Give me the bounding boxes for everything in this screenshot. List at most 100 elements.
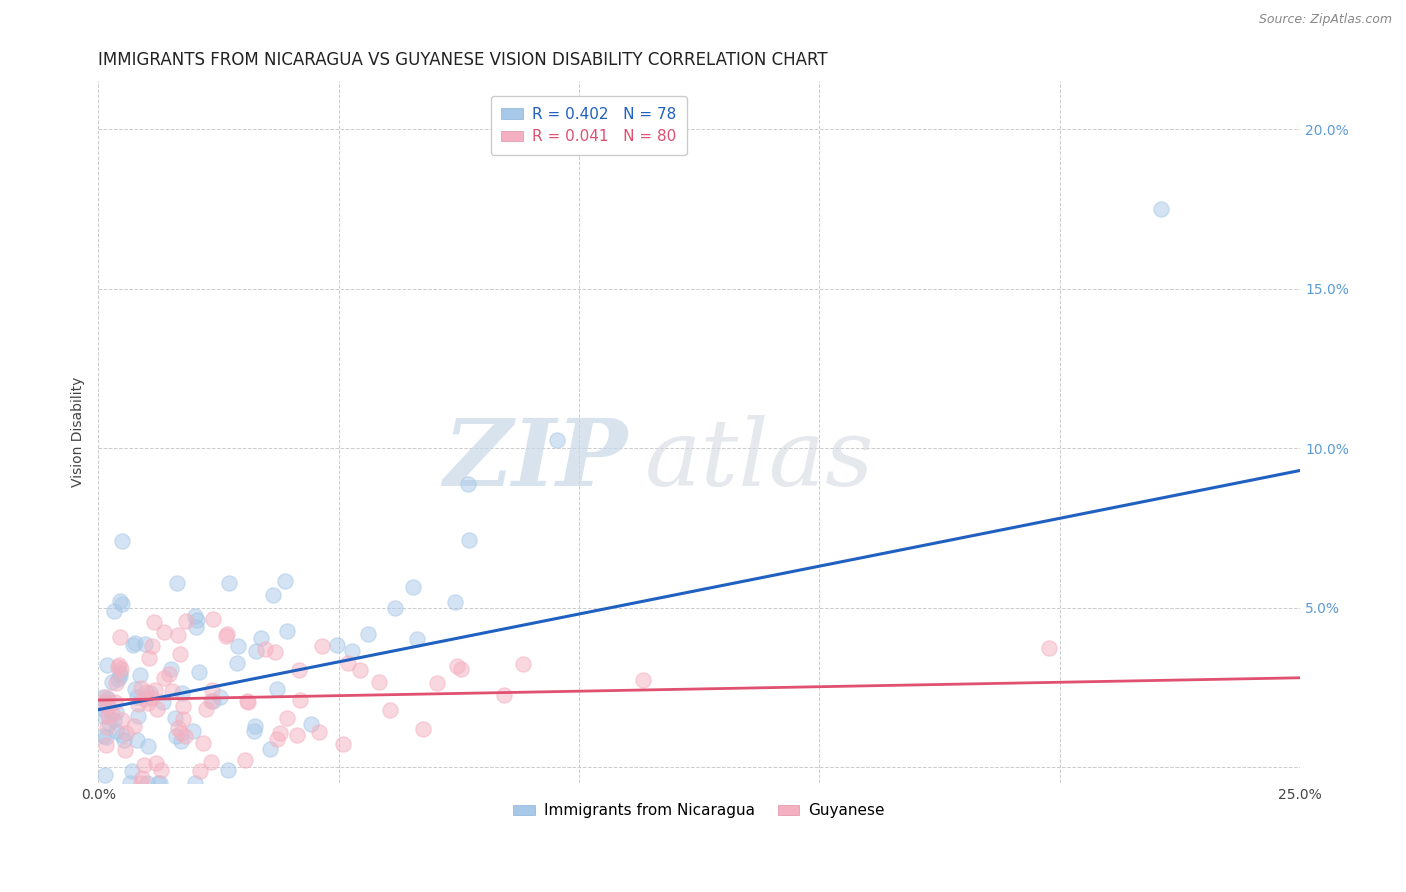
Guyanese [150, 763, 173, 777]
Guyanese [110, 662, 132, 676]
Guyanese [108, 630, 131, 644]
Guyanese [160, 683, 183, 698]
Immigrants from Nicaragua [245, 644, 267, 658]
Immigrants from Nicaragua [187, 665, 209, 680]
Guyanese [1038, 640, 1060, 655]
Immigrants from Nicaragua [186, 613, 208, 627]
Guyanese [107, 659, 129, 673]
Immigrants from Nicaragua [148, 776, 170, 790]
Text: ZIP: ZIP [443, 416, 627, 505]
Guyanese [512, 657, 534, 672]
Guyanese [236, 695, 259, 709]
Immigrants from Nicaragua [325, 638, 347, 652]
Guyanese [288, 663, 311, 677]
Immigrants from Nicaragua [152, 695, 174, 709]
Guyanese [141, 639, 163, 653]
Immigrants from Nicaragua [91, 701, 114, 715]
Immigrants from Nicaragua [299, 717, 322, 731]
Guyanese [129, 681, 152, 695]
Immigrants from Nicaragua [91, 709, 114, 723]
Guyanese [368, 675, 391, 690]
Immigrants from Nicaragua [105, 705, 128, 719]
Immigrants from Nicaragua [94, 767, 117, 781]
Guyanese [290, 693, 312, 707]
Immigrants from Nicaragua [96, 658, 118, 673]
Immigrants from Nicaragua [98, 716, 121, 731]
Immigrants from Nicaragua [243, 724, 266, 739]
Immigrants from Nicaragua [202, 694, 225, 708]
Immigrants from Nicaragua [127, 709, 149, 723]
Immigrants from Nicaragua [384, 601, 406, 615]
Guyanese [143, 682, 166, 697]
Immigrants from Nicaragua [225, 657, 247, 671]
Guyanese [191, 736, 214, 750]
Immigrants from Nicaragua [405, 632, 427, 646]
Guyanese [100, 706, 122, 720]
Guyanese [201, 612, 224, 626]
Guyanese [136, 697, 159, 711]
Immigrants from Nicaragua [266, 681, 288, 696]
Immigrants from Nicaragua [103, 604, 125, 618]
Immigrants from Nicaragua [276, 624, 298, 638]
Immigrants from Nicaragua [184, 609, 207, 624]
Guyanese [145, 756, 167, 770]
Immigrants from Nicaragua [124, 635, 146, 649]
Guyanese [142, 615, 165, 630]
Guyanese [152, 624, 174, 639]
Guyanese [215, 627, 238, 641]
Guyanese [114, 742, 136, 756]
Guyanese [311, 640, 333, 654]
Immigrants from Nicaragua [101, 675, 124, 690]
Immigrants from Nicaragua [217, 763, 239, 777]
Guyanese [97, 708, 120, 723]
Guyanese [96, 720, 118, 734]
Immigrants from Nicaragua [121, 764, 143, 779]
Immigrants from Nicaragua [111, 728, 134, 742]
Immigrants from Nicaragua [444, 595, 467, 609]
Guyanese [94, 739, 117, 753]
Immigrants from Nicaragua [112, 732, 135, 747]
Immigrants from Nicaragua [184, 619, 207, 633]
Guyanese [134, 757, 156, 772]
Immigrants from Nicaragua [122, 638, 145, 652]
Immigrants from Nicaragua [111, 597, 134, 611]
Guyanese [138, 651, 160, 665]
Immigrants from Nicaragua [94, 731, 117, 745]
Guyanese [450, 663, 472, 677]
Immigrants from Nicaragua [108, 669, 131, 683]
Guyanese [253, 641, 276, 656]
Guyanese [145, 702, 167, 716]
Guyanese [188, 764, 211, 779]
Immigrants from Nicaragua [166, 576, 188, 591]
Guyanese [174, 614, 197, 628]
Immigrants from Nicaragua [93, 729, 115, 743]
Immigrants from Nicaragua [1150, 202, 1173, 216]
Guyanese [170, 725, 193, 739]
Immigrants from Nicaragua [163, 711, 186, 725]
Guyanese [233, 753, 256, 767]
Text: IMMIGRANTS FROM NICARAGUA VS GUYANESE VISION DISABILITY CORRELATION CHART: IMMIGRANTS FROM NICARAGUA VS GUYANESE VI… [98, 51, 828, 69]
Immigrants from Nicaragua [110, 533, 132, 548]
Immigrants from Nicaragua [125, 732, 148, 747]
Immigrants from Nicaragua [103, 713, 125, 727]
Immigrants from Nicaragua [108, 666, 131, 681]
Guyanese [332, 738, 354, 752]
Y-axis label: Vision Disability: Vision Disability [72, 377, 86, 487]
Immigrants from Nicaragua [129, 667, 152, 681]
Immigrants from Nicaragua [139, 686, 162, 700]
Immigrants from Nicaragua [105, 724, 128, 739]
Immigrants from Nicaragua [125, 690, 148, 704]
Guyanese [195, 702, 218, 716]
Immigrants from Nicaragua [457, 476, 479, 491]
Guyanese [201, 682, 224, 697]
Guyanese [308, 725, 330, 739]
Guyanese [135, 684, 157, 698]
Guyanese [266, 732, 288, 747]
Immigrants from Nicaragua [149, 775, 172, 789]
Guyanese [426, 676, 449, 690]
Immigrants from Nicaragua [259, 741, 281, 756]
Guyanese [131, 776, 153, 790]
Guyanese [337, 657, 360, 671]
Immigrants from Nicaragua [120, 776, 142, 790]
Immigrants from Nicaragua [274, 574, 297, 588]
